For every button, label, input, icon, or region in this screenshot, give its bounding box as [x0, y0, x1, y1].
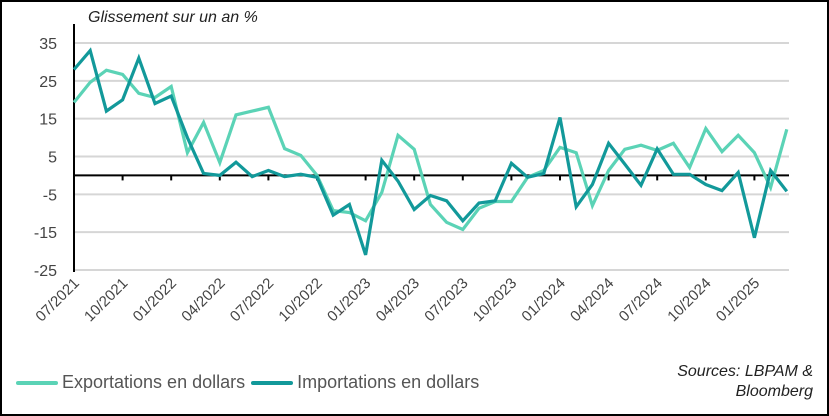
x-tick-label: 07/2022: [227, 275, 277, 325]
x-tick-label: 04/2022: [178, 275, 228, 325]
x-tick-label: 01/2022: [130, 275, 180, 325]
x-tick-label: 01/2024: [518, 275, 568, 325]
y-tick-label: -15: [34, 225, 57, 242]
x-tick-label: 01/2023: [324, 275, 374, 325]
sources-line-2: Bloomberg: [735, 383, 813, 400]
y-tick-label: 25: [39, 74, 57, 91]
series-lines: [72, 47, 789, 256]
y-tick-label: 15: [39, 112, 57, 129]
legend-item-imports: Importations en dollars: [251, 372, 479, 393]
x-tick-label: 01/2025: [713, 275, 763, 325]
x-tick-label: 07/2023: [421, 275, 471, 325]
y-tick-label: -25: [34, 263, 57, 280]
y-axis-ticks: 35 25 15 5 -5 -15 -25: [34, 36, 57, 280]
x-tick-label: 04/2023: [373, 275, 423, 325]
y-tick-label: 35: [39, 36, 57, 53]
imports-line: [72, 47, 789, 256]
gridlines: [74, 42, 789, 271]
x-tick-label: 10/2021: [81, 275, 131, 325]
x-tick-label: 07/2024: [616, 275, 666, 325]
axes: [73, 24, 789, 272]
legend-swatch-exports: [16, 380, 58, 385]
y-tick-label: -5: [43, 187, 57, 204]
legend-swatch-imports: [251, 380, 294, 385]
exports-line: [72, 68, 789, 232]
legend-label-exports: Exportations en dollars: [62, 372, 246, 392]
x-tick-label: 10/2022: [275, 275, 325, 325]
sources-note: Sources: LBPAM & Bloomberg: [677, 362, 813, 402]
chart-title: Glissement sur un an %: [88, 9, 258, 26]
sources-line-1: Sources: LBPAM &: [677, 363, 813, 380]
x-tick-label: 07/2021: [32, 275, 82, 325]
legend-item-exports: Exportations en dollars: [16, 372, 245, 393]
y-tick-label: 5: [48, 150, 57, 167]
x-tick-label: 04/2024: [567, 275, 617, 325]
x-axis-ticks: 07/202110/202101/202204/202207/202210/20…: [32, 275, 763, 325]
legend-label-imports: Importations en dollars: [297, 372, 480, 392]
legend: Exportations en dollars Importations en …: [16, 372, 485, 393]
x-tick-label: 10/2024: [664, 275, 714, 325]
x-tick-label: 10/2023: [470, 275, 520, 325]
